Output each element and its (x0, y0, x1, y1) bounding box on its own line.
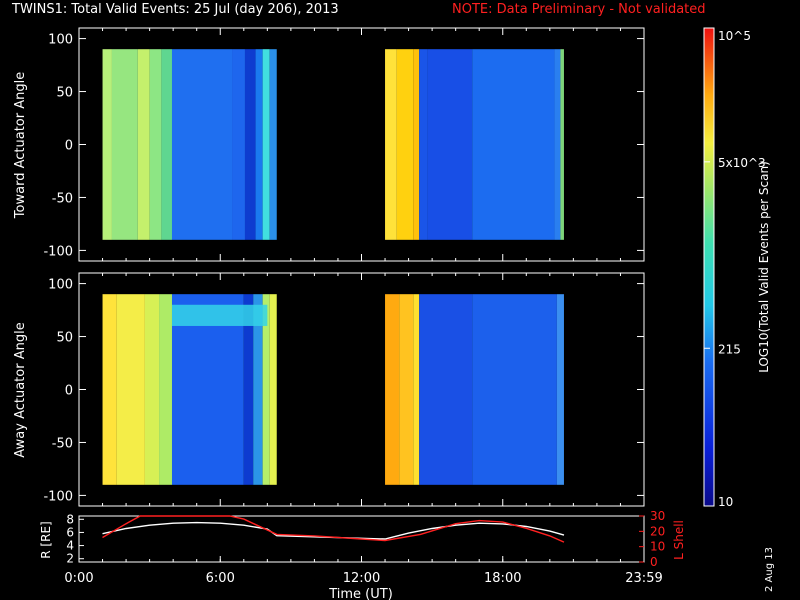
heatmap-column (149, 49, 162, 240)
preliminary-note: NOTE: Data Preliminary - Not validated (452, 2, 706, 17)
x-tick-label: 18:00 (484, 571, 521, 586)
heatmap-column (232, 49, 245, 240)
y-tick-label: 0 (65, 384, 73, 399)
left-y-tick-label: 2 (66, 552, 74, 566)
heatmap-column (385, 49, 397, 240)
left-y-tick-label: 8 (66, 512, 74, 526)
y-tick-label: -50 (52, 436, 73, 451)
heatmap-column (554, 49, 561, 240)
heatmap-column (560, 49, 564, 240)
heatmap-column (269, 294, 277, 485)
heatmap-column (472, 294, 557, 485)
heatmap-column (253, 294, 263, 485)
heatmap-column (419, 49, 428, 240)
plot-date-stamp: 2 Aug 13 (764, 547, 775, 592)
y-tick-label: 50 (56, 331, 73, 346)
y-tick-label: -100 (43, 244, 73, 259)
colorbar (703, 27, 715, 507)
y-tick-label: 50 (56, 86, 73, 101)
ephemeris-right-ylabel: L Shell (672, 520, 686, 560)
left-y-tick-label: 6 (66, 525, 74, 539)
heatmap-column (262, 294, 270, 485)
left-y-tick-label: 4 (66, 539, 74, 553)
heatmap-column (255, 49, 263, 240)
heatmap-column (427, 49, 473, 240)
heatmap-column (269, 49, 277, 240)
heatmap-column (262, 49, 270, 240)
right-y-tick-label: 10 (650, 540, 665, 554)
heatmap-column (396, 49, 414, 240)
colorbar-tick-label: 215 (718, 342, 741, 356)
top-ylabel: Toward Actuator Angle (13, 72, 28, 219)
lshell-series-line (102, 515, 565, 543)
colorbar-tick-label: 5x10^3 (718, 156, 766, 170)
heatmap-column (102, 49, 112, 240)
x-tick-label: 0:00 (64, 571, 93, 586)
colorbar-ticks: 10^5 5x10^3 215 10 (704, 27, 766, 509)
colorbar-label: LOG10(Total Valid Events per Scan) (757, 161, 771, 373)
right-y-tick-label: 30 (650, 509, 665, 523)
heatmap-column (144, 294, 160, 485)
ephemeris-left-ylabel: R [RE] (39, 521, 53, 558)
x-tick-label: 23:59 (625, 571, 662, 586)
ephemeris-lines (102, 515, 565, 543)
colorbar-tick-label: 10 (718, 495, 733, 509)
heatmap-column (171, 49, 233, 240)
y-tick-label: 100 (48, 278, 73, 293)
top-axis: 100 50 0 -50 -100 (43, 28, 645, 261)
heatmap-band (171, 304, 268, 326)
heatmap-column (556, 294, 564, 485)
heatmap-column (413, 49, 420, 240)
heatmap-column (161, 49, 172, 240)
heatmap-column (399, 294, 414, 485)
y-tick-label: -100 (43, 489, 73, 504)
right-y-tick-label: 20 (650, 524, 665, 538)
heatmap-column (137, 49, 150, 240)
heatmap-column (385, 294, 400, 485)
heatmap-column (243, 294, 254, 485)
x-tick-label: 12:00 (343, 571, 380, 586)
heatmap-column (116, 294, 145, 485)
y-tick-label: -50 (52, 191, 73, 206)
right-y-tick-label: 0 (650, 555, 658, 569)
bottom-ylabel: Away Actuator Angle (13, 322, 28, 457)
heatmap-column (111, 49, 138, 240)
heatmap-column (413, 294, 420, 485)
heatmap-column (244, 49, 256, 240)
y-tick-label: 100 (48, 33, 73, 48)
x-tick-label: 6:00 (206, 571, 235, 586)
y-tick-label: 0 (65, 139, 73, 154)
heatmap-column (159, 294, 172, 485)
colorbar-tick-label: 10^5 (718, 29, 751, 43)
heatmap-column (102, 294, 117, 485)
chart-title: TWINS1: Total Valid Events: 25 Jul (day … (12, 2, 339, 17)
heatmap-column (419, 294, 473, 485)
bottom-heatmap (102, 294, 564, 485)
bottom-axis: 100 50 0 -50 -100 (43, 273, 645, 506)
heatmap-column (472, 49, 555, 240)
top-heatmap (102, 49, 564, 240)
x-axis-label: Time (UT) (328, 587, 393, 600)
